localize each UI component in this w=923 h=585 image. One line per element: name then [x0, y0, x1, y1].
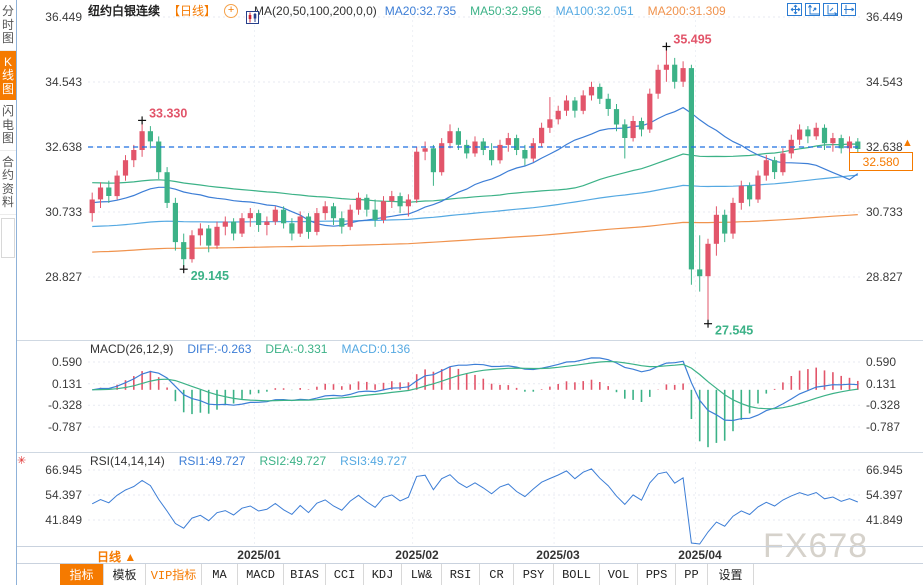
pan-right-icon[interactable] — [841, 3, 856, 16]
toolbar-vip-indicators[interactable]: VIP指标 — [146, 564, 202, 585]
axis-tick-label: 36.449 — [866, 10, 903, 24]
sidebar-empty-slot — [1, 217, 15, 258]
zoom-axis-up-icon[interactable] — [805, 3, 820, 16]
rsi-title: RSI(14,14,14) — [90, 454, 165, 468]
macd-chart[interactable] — [88, 352, 862, 450]
toolbar-ma[interactable]: MA — [202, 564, 238, 585]
toolbar-pp[interactable]: PP — [676, 564, 708, 585]
axis-tick-label: 32.638 — [45, 140, 82, 154]
axis-tick-label: 0.131 — [866, 376, 897, 391]
circle-plus-icon[interactable]: + — [224, 3, 239, 18]
toolbar-psy[interactable]: PSY — [514, 564, 554, 585]
crosshair-icon[interactable] — [787, 3, 802, 16]
ma-value: MA20:32.735 — [384, 3, 457, 18]
rsi-header: RSI(14,14,14) RSI1:49.727 RSI2:49.727 RSI3… — [90, 454, 407, 468]
axis-tick-label: 41.849 — [866, 512, 903, 527]
indicator-value: DIFF:-0.263 — [187, 342, 252, 356]
toolbar-cr[interactable]: CR — [480, 564, 514, 585]
indicator-value: MACD:0.136 — [341, 342, 411, 356]
toolbar-bias[interactable]: BIAS — [284, 564, 326, 585]
ma-formula: MA(20,50,100,200,0,0) — [254, 3, 377, 18]
last-price-value: 32.580 — [862, 154, 900, 169]
toolbar-cci[interactable]: CCI — [326, 564, 364, 585]
axis-tick-label: -0.787 — [47, 419, 82, 434]
toolbar-pps[interactable]: PPS — [638, 564, 676, 585]
toolbar-macd[interactable]: MACD — [238, 564, 284, 585]
axis-tick-label: 0.131 — [51, 376, 82, 391]
axis-tick-label: 30.733 — [45, 204, 82, 219]
axis-tick-label: 0.590 — [866, 355, 897, 369]
xaxis-date-label: 2025/02 — [395, 548, 439, 562]
macd-header: MACD(26,12,9) DIFF:-0.263 DEA:-0.331 MACD:… — [90, 342, 410, 356]
toolbar-settings[interactable]: 设置 — [708, 564, 754, 585]
toolbar-templates[interactable]: 模板 — [104, 564, 146, 585]
tab-flash-chart[interactable]: 闪电图 — [0, 100, 16, 151]
toolbar-kdj[interactable]: KDJ — [364, 564, 402, 585]
macd-title: MACD(26,12,9) — [90, 342, 174, 356]
xaxis-row: 日线 ▲ 2025/01 2025/02 2025/03 2025/04 — [17, 546, 923, 564]
chart-window-controls — [787, 3, 856, 16]
axis-tick-label: 28.827 — [45, 270, 82, 284]
axis-tick-label: 54.397 — [45, 487, 82, 502]
tab-contract-info[interactable]: 合约资料 — [0, 150, 16, 215]
indicator-value: DEA:-0.331 — [265, 342, 328, 356]
xaxis-date-label: 2025/04 — [678, 548, 722, 562]
main-price-chart[interactable]: 33.330 29.145 35.495 27.545 — [88, 10, 862, 340]
axis-tick-label: 66.945 — [45, 463, 82, 477]
ma-value: MA50:32.956 — [470, 3, 542, 18]
chart-header: 纽约白银连续 【日线】 + MA(20,50,100,200,0,0) MA20… — [88, 2, 726, 24]
last-price-tag: 32.580 — [849, 152, 913, 171]
axis-tick-label: 32.638 — [866, 140, 903, 154]
axis-tick-label: 0.590 — [51, 355, 82, 369]
period-selector[interactable]: 日线 ▲ — [97, 550, 137, 564]
xaxis-date-label: 2025/01 — [237, 548, 281, 562]
toolbar-rsi[interactable]: RSI — [442, 564, 480, 585]
panel-divider — [17, 340, 923, 341]
ma-legend: MA20:32.735 MA50:32.956 MA100:32.051 MA200:… — [385, 4, 726, 18]
indicator-value: RSI2:49.727 — [259, 454, 327, 468]
axis-tick-label: 34.543 — [45, 75, 82, 90]
indicator-value: RSI3:49.727 — [340, 454, 407, 468]
axis-tick-label: -0.328 — [866, 398, 901, 413]
period-tag[interactable]: 【日线】 — [168, 4, 217, 18]
svg-text:33.330: 33.330 — [149, 106, 187, 120]
indicator-value: RSI1:49.727 — [178, 454, 246, 468]
axis-tick-label: 54.397 — [866, 487, 903, 502]
zoom-axis-right-icon[interactable] — [823, 3, 838, 16]
svg-text:27.545: 27.545 — [715, 324, 753, 338]
xaxis-date-label: 2025/03 — [536, 548, 580, 562]
axis-tick-label: 41.849 — [45, 512, 82, 527]
axis-tick-label: 36.449 — [45, 10, 82, 24]
axis-tick-label: 28.827 — [866, 270, 903, 284]
axis-tick-label: -0.328 — [47, 398, 82, 413]
price-marker-icon: ▲ — [902, 137, 913, 149]
svg-text:35.495: 35.495 — [673, 33, 711, 47]
svg-text:29.145: 29.145 — [191, 269, 229, 283]
indicator-toolbar: 指标 模板 VIP指标 MA MACD BIAS CCI KDJ LW& RSI CR PSY BOLL… — [17, 563, 923, 585]
toolbar-vol[interactable]: VOL — [600, 564, 638, 585]
toolbar-boll[interactable]: BOLL — [554, 564, 600, 585]
ma-value: MA100:32.051 — [555, 3, 634, 18]
axis-tick-label: 30.733 — [866, 204, 903, 219]
toolbar-lwr[interactable]: LW& — [402, 564, 442, 585]
panel-divider — [17, 452, 923, 453]
sparkle-icon: ✳ — [17, 455, 27, 467]
ma-value: MA200:31.309 — [647, 3, 726, 18]
axis-tick-label: 66.945 — [866, 463, 903, 477]
toolbar-spacer — [17, 564, 60, 585]
axis-tick-label: 34.543 — [866, 75, 903, 90]
tab-time-chart[interactable]: 分时图 — [0, 0, 16, 51]
instrument-title: 纽约白银连续 — [88, 4, 161, 18]
toolbar-indicators[interactable]: 指标 — [60, 564, 104, 585]
axis-tick-label: -0.787 — [866, 419, 901, 434]
rsi-chart[interactable] — [88, 462, 862, 546]
